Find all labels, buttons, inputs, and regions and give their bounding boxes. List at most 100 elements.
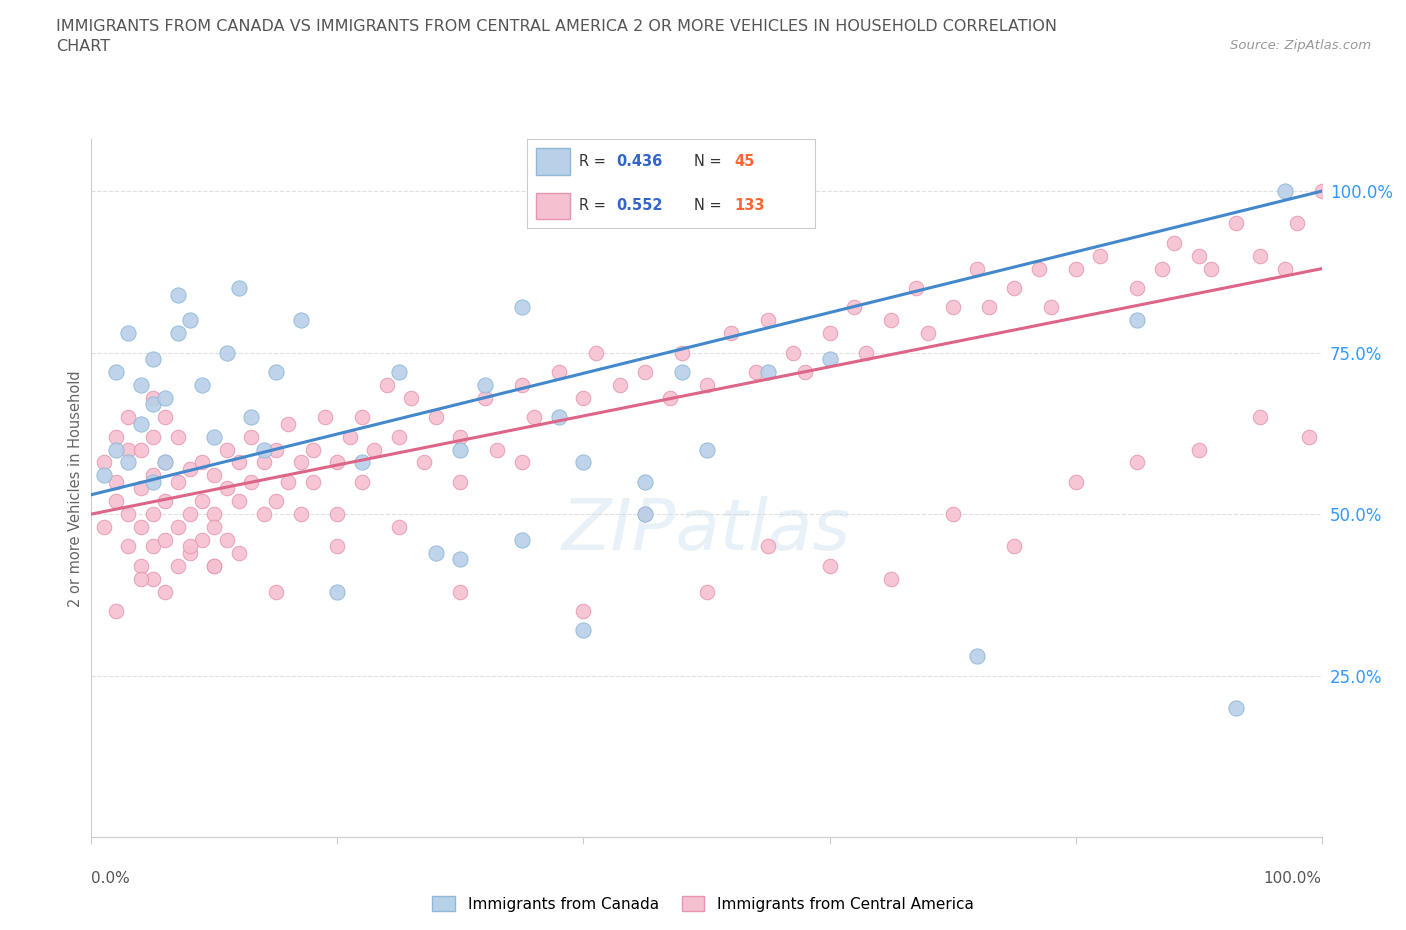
Point (782, 345, 804, 360)
Point (425, 545, 447, 560)
Point (142, 397, 165, 412)
Text: CHART: CHART (56, 39, 110, 54)
Point (1285, 216, 1308, 231)
Point (129, 417, 152, 432)
Point (634, 507, 657, 522)
Point (818, 352, 841, 366)
Point (129, 558, 152, 573)
Point (326, 584, 349, 599)
Point (1249, 410, 1271, 425)
Point (449, 551, 471, 566)
Point (191, 494, 214, 509)
Point (510, 378, 533, 392)
Point (117, 455, 139, 470)
Point (153, 455, 177, 470)
Point (979, 300, 1001, 315)
Point (105, 429, 127, 444)
Point (917, 326, 939, 340)
Point (842, 300, 865, 315)
Point (1274, 261, 1296, 276)
Point (105, 494, 127, 509)
Point (228, 455, 250, 470)
Point (179, 312, 201, 327)
Point (756, 539, 779, 554)
Point (1274, 184, 1296, 199)
Point (880, 312, 903, 327)
Point (572, 604, 595, 618)
Text: 133: 133 (735, 198, 765, 213)
Point (228, 494, 250, 509)
Point (1064, 474, 1087, 489)
Point (290, 455, 312, 470)
Point (264, 584, 287, 599)
Point (523, 410, 546, 425)
Point (215, 442, 238, 457)
Point (1310, 184, 1333, 199)
Point (375, 378, 398, 392)
Point (1088, 248, 1111, 263)
Point (585, 345, 607, 360)
Point (129, 571, 152, 586)
Point (240, 429, 263, 444)
Point (142, 507, 165, 522)
Point (756, 312, 779, 327)
Point (1225, 700, 1247, 715)
Point (818, 558, 841, 573)
Point (634, 365, 657, 379)
Point (1150, 261, 1173, 276)
Point (166, 429, 188, 444)
Point (202, 429, 225, 444)
Point (1187, 442, 1209, 457)
Point (572, 623, 595, 638)
Point (425, 410, 447, 425)
Point (572, 455, 595, 470)
Point (399, 391, 422, 405)
Point (129, 378, 152, 392)
Legend: Immigrants from Canada, Immigrants from Central America: Immigrants from Canada, Immigrants from … (426, 889, 980, 918)
Point (818, 326, 841, 340)
Point (1126, 455, 1149, 470)
Point (412, 455, 434, 470)
Point (93, 455, 115, 470)
Point (153, 494, 177, 509)
Point (264, 442, 287, 457)
Point (117, 442, 139, 457)
Point (388, 429, 411, 444)
Point (695, 378, 717, 392)
Text: ZIPatlas: ZIPatlas (562, 496, 851, 565)
Point (1126, 312, 1149, 327)
Point (142, 352, 165, 366)
Point (166, 326, 188, 340)
Point (474, 391, 496, 405)
Point (93, 468, 115, 483)
Point (191, 378, 214, 392)
Point (510, 455, 533, 470)
Point (117, 539, 139, 554)
Point (105, 474, 127, 489)
Point (153, 410, 177, 425)
Point (253, 507, 276, 522)
Point (671, 345, 693, 360)
Point (449, 429, 471, 444)
Point (142, 429, 165, 444)
Point (166, 474, 188, 489)
Point (449, 442, 471, 457)
Point (153, 391, 177, 405)
Point (202, 520, 225, 535)
Point (277, 474, 299, 489)
Point (609, 378, 631, 392)
Point (339, 429, 361, 444)
Point (941, 300, 963, 315)
Point (326, 455, 349, 470)
Point (142, 474, 165, 489)
Point (1187, 248, 1209, 263)
Point (290, 507, 312, 522)
Point (117, 410, 139, 425)
FancyBboxPatch shape (536, 193, 571, 219)
Point (228, 545, 250, 560)
Point (264, 494, 287, 509)
Point (1249, 248, 1271, 263)
Point (1298, 429, 1320, 444)
Point (129, 481, 152, 496)
Point (634, 507, 657, 522)
